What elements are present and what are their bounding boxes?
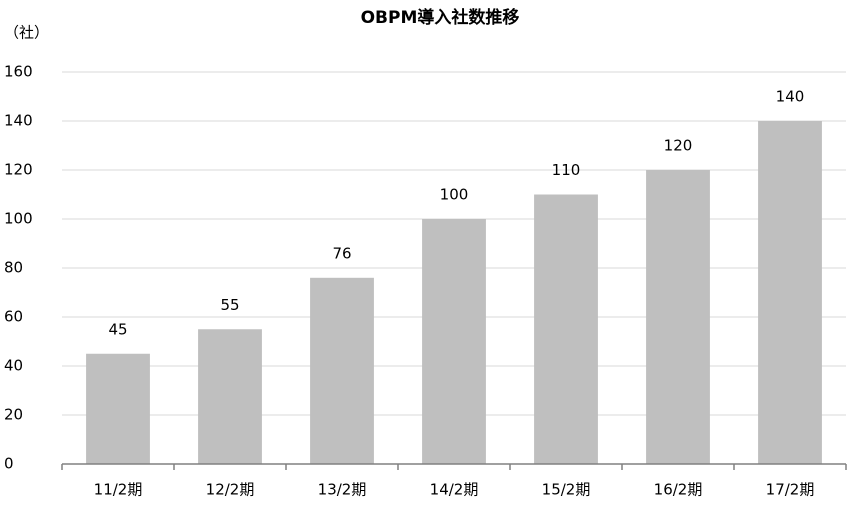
y-tick-label: 120 — [4, 161, 33, 179]
x-tick-label: 16/2期 — [654, 481, 703, 499]
data-label: 110 — [552, 161, 581, 179]
y-axis-label: （社） — [4, 24, 49, 42]
bar — [646, 170, 710, 464]
data-label: 76 — [332, 244, 351, 262]
bar — [310, 277, 374, 464]
x-tick-label: 13/2期 — [318, 481, 367, 499]
bar — [422, 219, 486, 464]
y-tick-label: 100 — [4, 210, 33, 228]
data-label: 140 — [776, 88, 805, 106]
y-tick-label: 80 — [4, 259, 23, 277]
y-tick-label: 140 — [4, 112, 33, 130]
y-tick-label: 20 — [4, 406, 23, 424]
x-tick-label: 12/2期 — [206, 481, 255, 499]
x-tick-label: 14/2期 — [430, 481, 479, 499]
bar — [198, 329, 262, 464]
y-tick-label: 160 — [4, 63, 33, 81]
y-tick-label: 40 — [4, 357, 23, 375]
data-label: 120 — [664, 137, 693, 155]
chart-title: OBPM導入社数推移 — [361, 7, 520, 28]
y-tick-label: 0 — [4, 455, 14, 473]
x-tick-label: 15/2期 — [542, 481, 591, 499]
data-label: 100 — [440, 186, 469, 204]
bar — [86, 353, 150, 464]
bar — [534, 194, 598, 464]
y-tick-label: 60 — [4, 308, 23, 326]
x-tick-label: 11/2期 — [94, 481, 143, 499]
data-label: 55 — [220, 296, 239, 314]
x-tick-label: 17/2期 — [766, 481, 815, 499]
data-label: 45 — [108, 320, 127, 338]
bar — [758, 121, 822, 464]
